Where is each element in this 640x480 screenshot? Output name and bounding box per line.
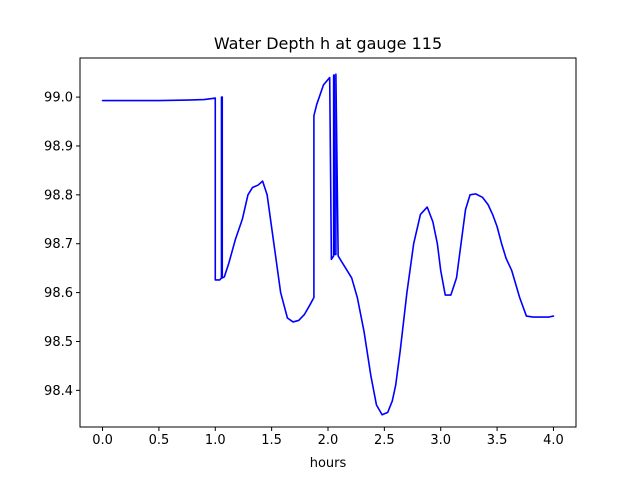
- y-tick-label: 98.6: [44, 286, 73, 301]
- y-tick-label: 98.7: [44, 237, 73, 252]
- x-tick-label: 0.5: [149, 433, 170, 448]
- y-tick-label: 98.4: [44, 384, 73, 399]
- x-tick-label: 3.5: [487, 433, 508, 448]
- x-tick-label: 4.0: [543, 433, 564, 448]
- series-line-0: [101, 73, 555, 416]
- x-axis-label: hours: [310, 456, 347, 471]
- x-tick-label: 1.0: [205, 433, 226, 448]
- x-axis-ticks: 0.0 0.5 1.0 1.5 2.0 2.5 3.0 3.5 4.0: [92, 427, 564, 448]
- series-layer: [101, 73, 555, 416]
- x-tick-label: 2.5: [374, 433, 395, 448]
- chart-title: Water Depth h at gauge 115: [214, 34, 442, 53]
- x-tick-label: 1.5: [261, 433, 282, 448]
- y-tick-label: 98.8: [44, 188, 73, 203]
- x-tick-label: 2.0: [318, 433, 339, 448]
- y-tick-label: 99.0: [44, 91, 73, 106]
- x-tick-label: 3.0: [430, 433, 451, 448]
- y-tick-label: 98.9: [44, 139, 73, 154]
- y-axis-ticks: 98.4 98.5 98.6 98.7 98.8 98.9 99.0: [44, 91, 80, 399]
- x-tick-label: 0.0: [92, 433, 113, 448]
- y-tick-label: 98.5: [44, 335, 73, 350]
